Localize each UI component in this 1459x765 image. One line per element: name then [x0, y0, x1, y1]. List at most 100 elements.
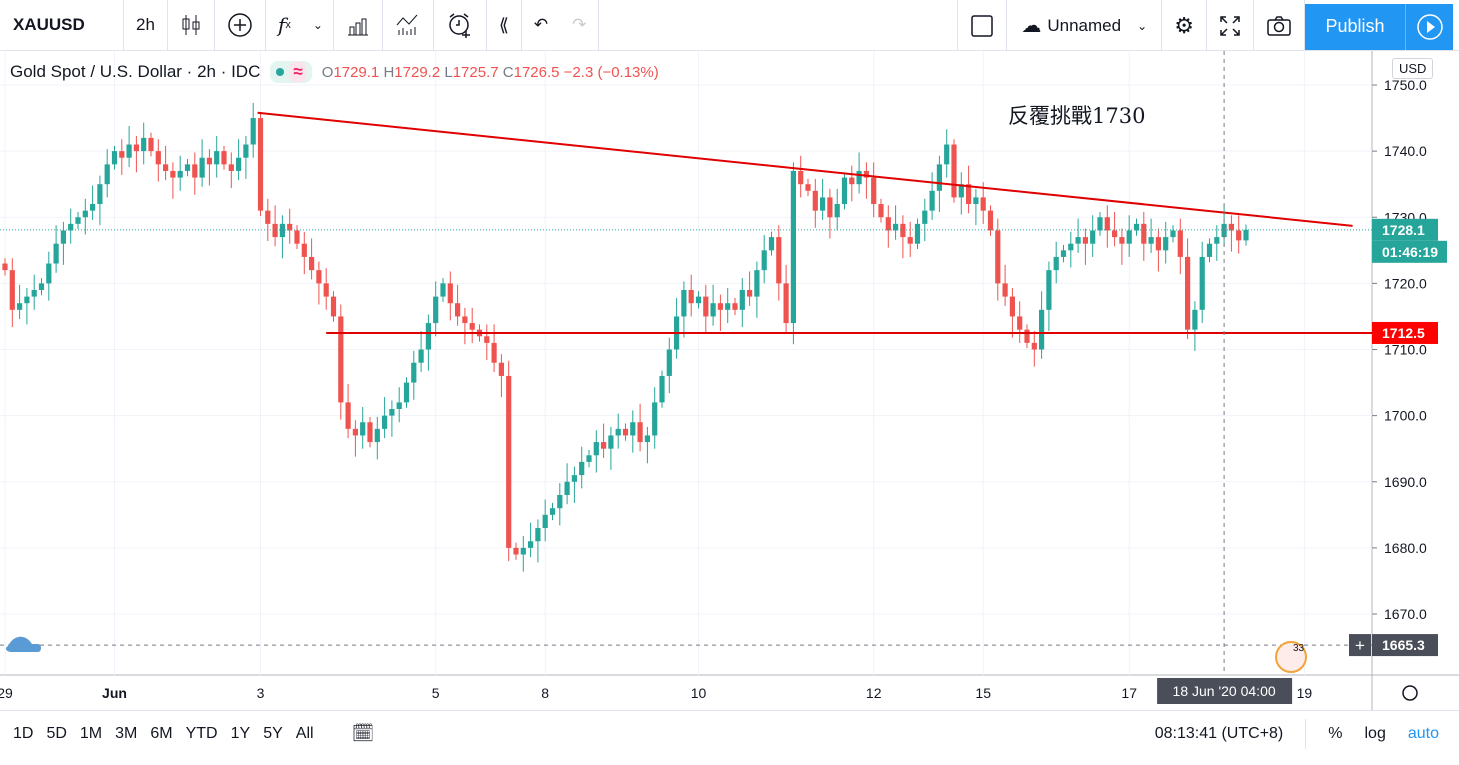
range-6m[interactable]: 6M [150, 724, 173, 742]
play-icon[interactable] [1405, 3, 1453, 50]
crosshair-time-bg [1157, 678, 1293, 704]
price-tick-label: 1690.0 [1384, 474, 1427, 490]
candle-body [761, 250, 767, 271]
candle-body [1031, 342, 1037, 350]
candle-body [732, 303, 738, 310]
candle-body [141, 137, 147, 152]
auto-toggle[interactable]: auto [1407, 724, 1439, 742]
candle-body [236, 157, 242, 171]
candle-body [221, 151, 227, 165]
time-tick-label: 17 [1121, 685, 1137, 701]
replay-icon[interactable]: ⟪ [487, 0, 522, 51]
candle-body [425, 323, 431, 350]
range-1m[interactable]: 1M [79, 724, 103, 742]
divider [1305, 718, 1307, 749]
candle-body [637, 422, 643, 443]
camera-icon[interactable] [1254, 0, 1305, 51]
tradingview-logo-icon [5, 636, 41, 652]
crosshair-time-label: 18 Jun '20 04:00 [1173, 683, 1276, 699]
market-open-dot [276, 68, 285, 76]
currency-label[interactable]: USD [1392, 58, 1434, 79]
templates-icon[interactable] [383, 0, 434, 51]
chevron-down-icon[interactable]: ⌄ [303, 0, 334, 51]
candle-body [440, 283, 446, 297]
candle-body [958, 184, 964, 198]
candle-body [1148, 237, 1154, 244]
candle-body [396, 402, 402, 410]
candle-body [403, 382, 410, 403]
candle-body [330, 296, 337, 317]
log-toggle[interactable]: log [1364, 724, 1386, 742]
range-1d[interactable]: 1D [13, 724, 34, 742]
layout-menu-button[interactable]: ☁ Unnamed ⌄ [1007, 0, 1163, 51]
price-tick-label: 1680.0 [1384, 540, 1427, 556]
candle-body [177, 170, 183, 178]
candle-body [681, 289, 687, 317]
candle-body [622, 428, 629, 436]
market-status[interactable]: ≈ [270, 61, 312, 83]
publish-button[interactable]: Publish [1305, 3, 1405, 50]
candle-body [863, 170, 869, 178]
range-all[interactable]: All [295, 724, 314, 742]
crosshair-price-label: 1665.3 [1382, 637, 1425, 653]
candle-body [389, 409, 395, 416]
goto-date-icon[interactable]: 🗓 [351, 723, 375, 743]
date-ranges: 1D 5D 1M 3M 6M YTD 1Y 5Y All [0, 725, 314, 743]
range-5d[interactable]: 5D [46, 724, 67, 742]
candle-body [725, 303, 731, 310]
time-tick-label: 19 [1297, 685, 1313, 701]
candle-body [885, 217, 891, 231]
candle-body [447, 283, 453, 304]
chart-annotation[interactable]: 反覆挑戰1730 [1008, 104, 1146, 128]
percent-toggle[interactable]: % [1328, 724, 1343, 742]
candle-body [790, 170, 796, 324]
candle-body [1097, 217, 1103, 231]
candle-body [17, 303, 23, 310]
range-1y[interactable]: 1Y [230, 724, 251, 742]
candle-body [184, 164, 191, 171]
support-price-label-bg [1372, 321, 1438, 344]
candle-body [287, 223, 293, 231]
candle-body [542, 514, 548, 529]
price-chart[interactable]: 1670.0 1680.0 1690.0 1700.0 1710.0 1720.0 17 3 0… [0, 51, 1459, 710]
clock[interactable]: 08:13:41 (UTC+8) [1154, 724, 1284, 742]
candle-body [841, 177, 848, 205]
candle-body [1082, 237, 1088, 244]
candle-body [717, 303, 723, 310]
range-5y[interactable]: 5Y [263, 724, 283, 742]
fullscreen-icon[interactable] [1207, 0, 1254, 51]
symbol-search-button[interactable]: XAUUSD [0, 0, 124, 51]
candle-body [608, 435, 614, 449]
range-ytd[interactable]: YTD [185, 724, 218, 742]
redo-icon: ↷ [560, 0, 600, 51]
candle-body [944, 144, 950, 165]
candle-body [90, 204, 96, 211]
candle-body [914, 223, 921, 244]
settings-icon[interactable]: ⚙ [1162, 0, 1207, 51]
candle-body [53, 243, 59, 264]
alert-icon[interactable] [434, 0, 487, 51]
candle-body [104, 164, 110, 185]
fullscreen-square-icon[interactable] [957, 0, 1008, 51]
candle-body [257, 118, 264, 211]
range-3m[interactable]: 3M [115, 724, 138, 742]
candle-body [75, 217, 81, 224]
price-tick-label: 1700.0 [1384, 408, 1427, 424]
candle-body [812, 190, 818, 211]
candles-icon[interactable] [168, 0, 215, 51]
add-compare-icon[interactable] [215, 0, 266, 51]
candle-body [907, 237, 913, 244]
candle-body [279, 223, 285, 238]
interval-button[interactable]: 2h [124, 0, 168, 51]
candle-body [644, 435, 650, 443]
price-tick-label: 1750.0 [1384, 77, 1427, 93]
candle-body [1075, 237, 1081, 244]
candle-body [557, 494, 563, 509]
financials-icon[interactable] [334, 0, 383, 51]
candle-body [1192, 309, 1198, 330]
plus-icon: + [1355, 636, 1365, 655]
price-axis [1372, 51, 1459, 710]
candle-body [929, 190, 935, 211]
undo-icon[interactable]: ↶ [533, 15, 549, 34]
